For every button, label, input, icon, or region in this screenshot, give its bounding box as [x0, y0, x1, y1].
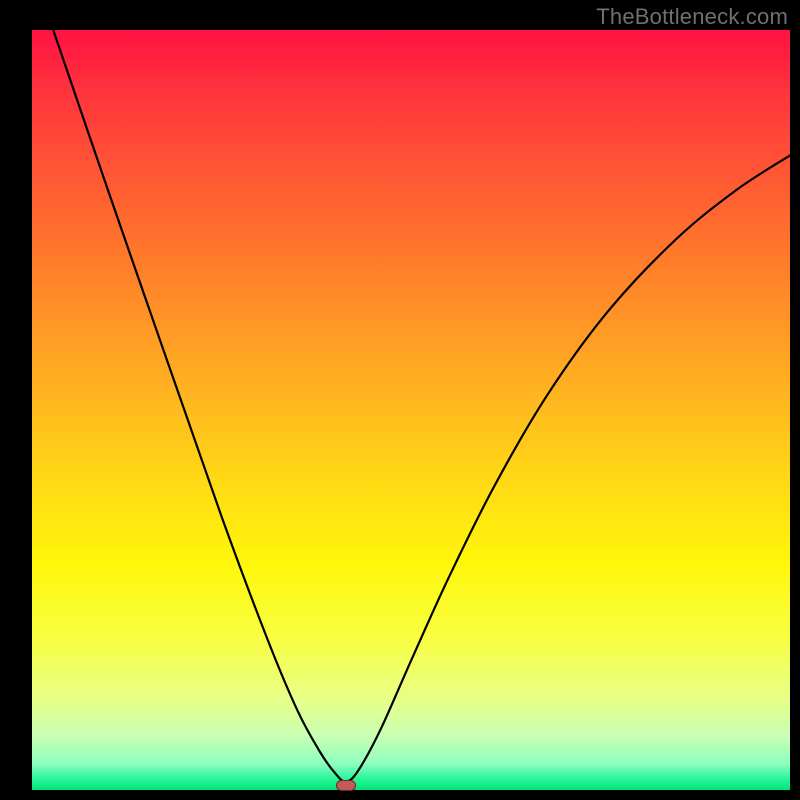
curve-path — [53, 30, 790, 782]
plot-area — [32, 30, 790, 790]
watermark-text: TheBottleneck.com — [596, 4, 788, 30]
bottleneck-curve — [32, 30, 790, 790]
chart-frame: TheBottleneck.com — [0, 0, 800, 800]
trough-marker — [336, 780, 356, 791]
